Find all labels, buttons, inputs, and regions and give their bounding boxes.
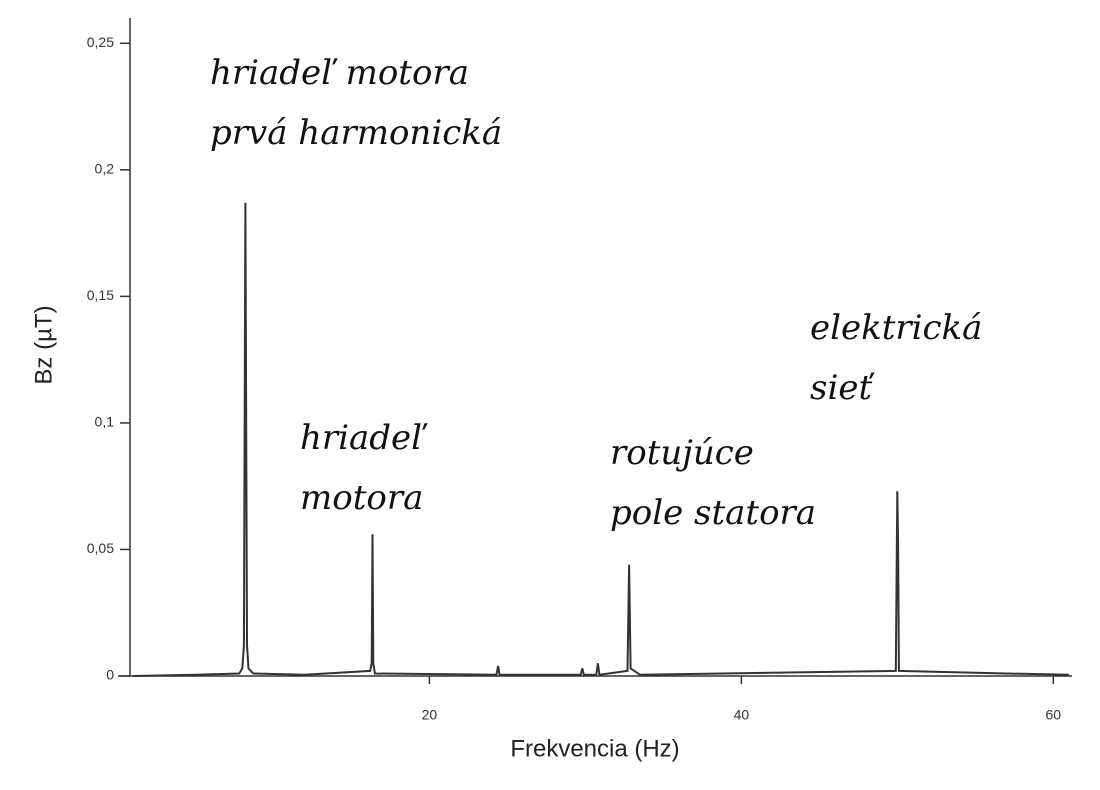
y-tick-label: 0,05 — [87, 540, 114, 556]
annotation: motora — [300, 478, 423, 518]
annotation: hriadeľ motora — [210, 53, 469, 93]
spectrum-line — [133, 202, 1069, 677]
x-axis-label: Frekvencia (Hz) — [510, 735, 679, 762]
annotation: sieť — [810, 368, 875, 408]
y-tick-label: 0,15 — [87, 287, 114, 303]
y-tick-label: 0 — [106, 667, 114, 683]
x-tick-label: 60 — [1045, 707, 1061, 723]
y-axis-label: Bz (µT) — [30, 305, 57, 384]
annotation: pole statora — [610, 493, 816, 533]
y-tick-label: 0,1 — [95, 414, 115, 430]
y-tick-label: 0,2 — [95, 161, 115, 177]
x-tick-label: 40 — [734, 707, 750, 723]
annotation: rotujúce — [610, 433, 754, 473]
y-tick-label: 0,25 — [87, 34, 114, 50]
annotation: elektrická — [810, 308, 982, 348]
annotation: hriadeľ — [300, 418, 428, 458]
x-tick-label: 20 — [422, 707, 438, 723]
annotation: prvá harmonická — [210, 113, 502, 153]
